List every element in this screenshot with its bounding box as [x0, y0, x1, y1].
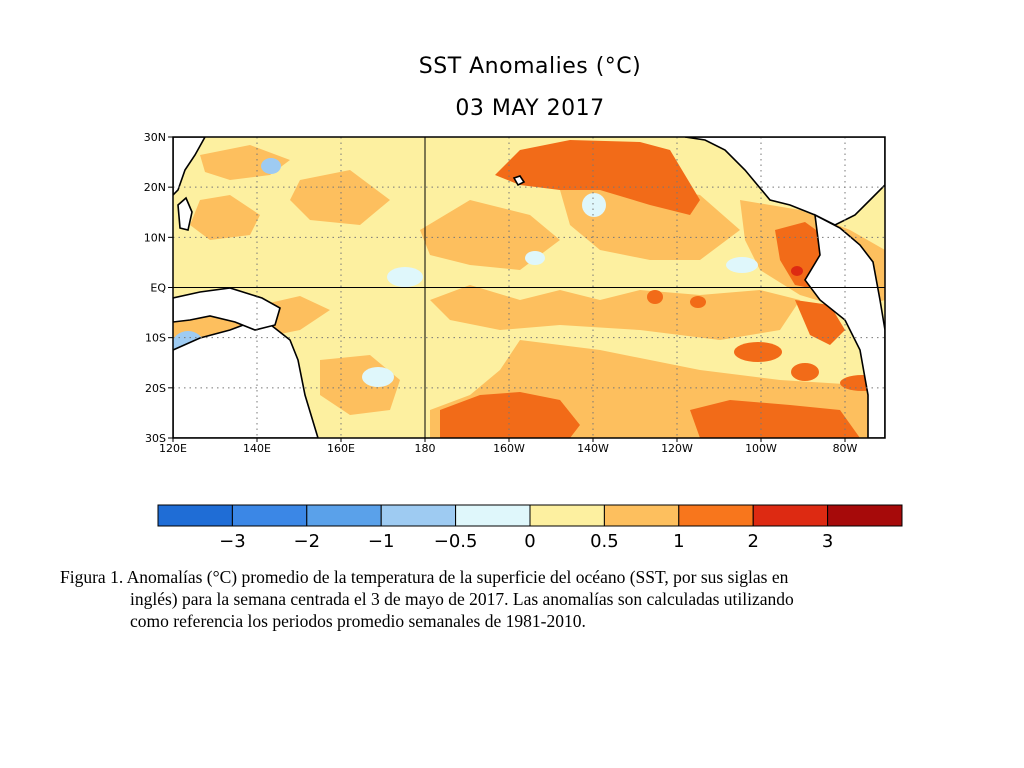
australia-land: [173, 317, 319, 438]
anomaly-region: [690, 296, 706, 308]
lon-tick-label: 160W: [493, 442, 525, 455]
anomaly-region: [440, 392, 580, 438]
colorbar-label: 3: [822, 531, 833, 552]
colorbar-label: −0.5: [434, 531, 478, 552]
anomaly-region: [261, 158, 281, 174]
anomaly-region: [190, 195, 260, 240]
colorbar-label: 2: [747, 531, 758, 552]
anomaly-region: [495, 140, 700, 215]
caption-line-1: Figura 1. Anomalías (°C) promedio de la …: [60, 567, 789, 587]
anomaly-region: [525, 251, 545, 265]
lat-tick-label: 10N: [144, 231, 166, 244]
colorbar-swatch: [827, 504, 903, 527]
graticule: [173, 137, 885, 438]
caption-line-3: como referencia los periodos promedio se…: [130, 611, 586, 631]
lat-tick-label: 20S: [145, 382, 166, 395]
colorbar-swatch: [231, 504, 308, 527]
colorbar-swatch: [603, 504, 680, 527]
anomaly-region: [387, 267, 423, 287]
colorbar: −3 −2 −1 −0.5 0 0.5 1 2 3: [157, 504, 903, 552]
lon-tick-label: 160E: [327, 442, 355, 455]
asia-land: [173, 137, 206, 197]
lon-tick-label: 120E: [159, 442, 187, 455]
lon-tick-label: 140W: [577, 442, 609, 455]
colorbar-swatch: [157, 504, 233, 527]
colorbar-swatch: [752, 504, 829, 527]
anomaly-region: [420, 200, 560, 270]
figure-caption: Figura 1. Anomalías (°C) promedio de la …: [60, 566, 990, 632]
anomaly-region: [582, 193, 606, 217]
hawaii-land: [512, 175, 526, 187]
map-title: SST Anomalies (°C): [418, 54, 642, 79]
colorbar-swatch: [529, 504, 605, 527]
colorbar-label: 0: [524, 531, 535, 552]
anomaly-region: [726, 257, 758, 273]
lat-tick-label: 30N: [144, 131, 166, 144]
colorbar-label: 1: [673, 531, 684, 552]
anomaly-region: [791, 363, 819, 381]
anomaly-region: [734, 342, 782, 362]
lon-tick-label: 100W: [745, 442, 777, 455]
lon-tick-label: 80W: [833, 442, 858, 455]
lon-tick-label: 140E: [243, 442, 271, 455]
map-date: 03 MAY 2017: [455, 96, 605, 121]
lat-tick-label: 10S: [145, 332, 166, 345]
colorbar-swatch: [455, 504, 531, 527]
philippines-land: [177, 196, 193, 231]
anomaly-region: [647, 290, 663, 304]
anomaly-region: [795, 300, 845, 345]
caption-line-2: inglés) para la semana centrada el 3 de …: [130, 589, 794, 609]
lon-tick-label: 180: [415, 442, 436, 455]
colorbar-label: −2: [294, 531, 321, 552]
south-america-land: [804, 213, 885, 438]
anomaly-region: [430, 285, 800, 340]
colorbar-swatch: [678, 504, 754, 527]
anomaly-region: [290, 170, 390, 225]
lat-tick-label: 20N: [144, 181, 166, 194]
colorbar-label: 0.5: [590, 531, 619, 552]
colorbar-swatch: [380, 504, 457, 527]
colorbar-swatch: [306, 504, 382, 527]
anomaly-region: [690, 400, 860, 438]
anomaly-region: [791, 266, 803, 276]
new-guinea-land: [173, 287, 281, 331]
colorbar-label: −3: [219, 531, 246, 552]
lat-tick-label: EQ: [150, 282, 166, 295]
colorbar-label: −1: [368, 531, 395, 552]
anomaly-region: [362, 367, 394, 387]
lat-tick-label: 30S: [145, 432, 166, 445]
lon-tick-label: 120W: [661, 442, 693, 455]
